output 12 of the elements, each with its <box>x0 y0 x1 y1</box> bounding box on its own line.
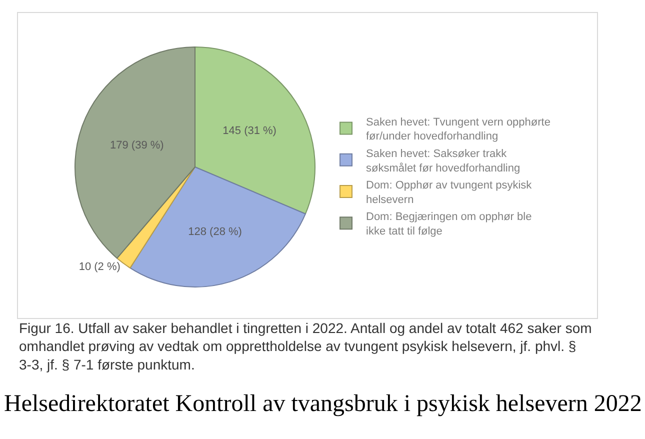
legend-label: Saken hevet: Tvungent vern opphørte før/under hovedforhandling <box>366 116 550 143</box>
legend-label: Dom: Opphør av tvungent psykisk helsevern <box>366 180 532 206</box>
pie-slice <box>194 46 316 214</box>
legend-label: Saken hevet: Saksøker trakk søksmålet før hovedforhandling <box>366 148 520 174</box>
data-label: 145 (31 %) <box>222 124 276 137</box>
pie-slice <box>130 166 306 288</box>
text: Figur 16. Utfall av saker behandlet i tingretten i 2022. Antall og andel av totalt 462 saker som omhandlet prøving av vedtak om opprettholdelse av tvungent psykisk helsevern, jf. phvl. § 3-3, jf. § 7-1 første punktum. <box>19 320 592 372</box>
data-label: 128 (28 %) <box>188 226 242 238</box>
legend-label: Dom: Begjæringen om opphør ble ikke tatt til følge <box>366 211 532 238</box>
data-label: 10 (2 %) <box>78 261 120 274</box>
data-label: 179 (39 %) <box>110 140 164 152</box>
text: Helsedirektoratet Kontroll av tvangsbruk i psykisk helsevern 2022 <box>4 391 642 417</box>
